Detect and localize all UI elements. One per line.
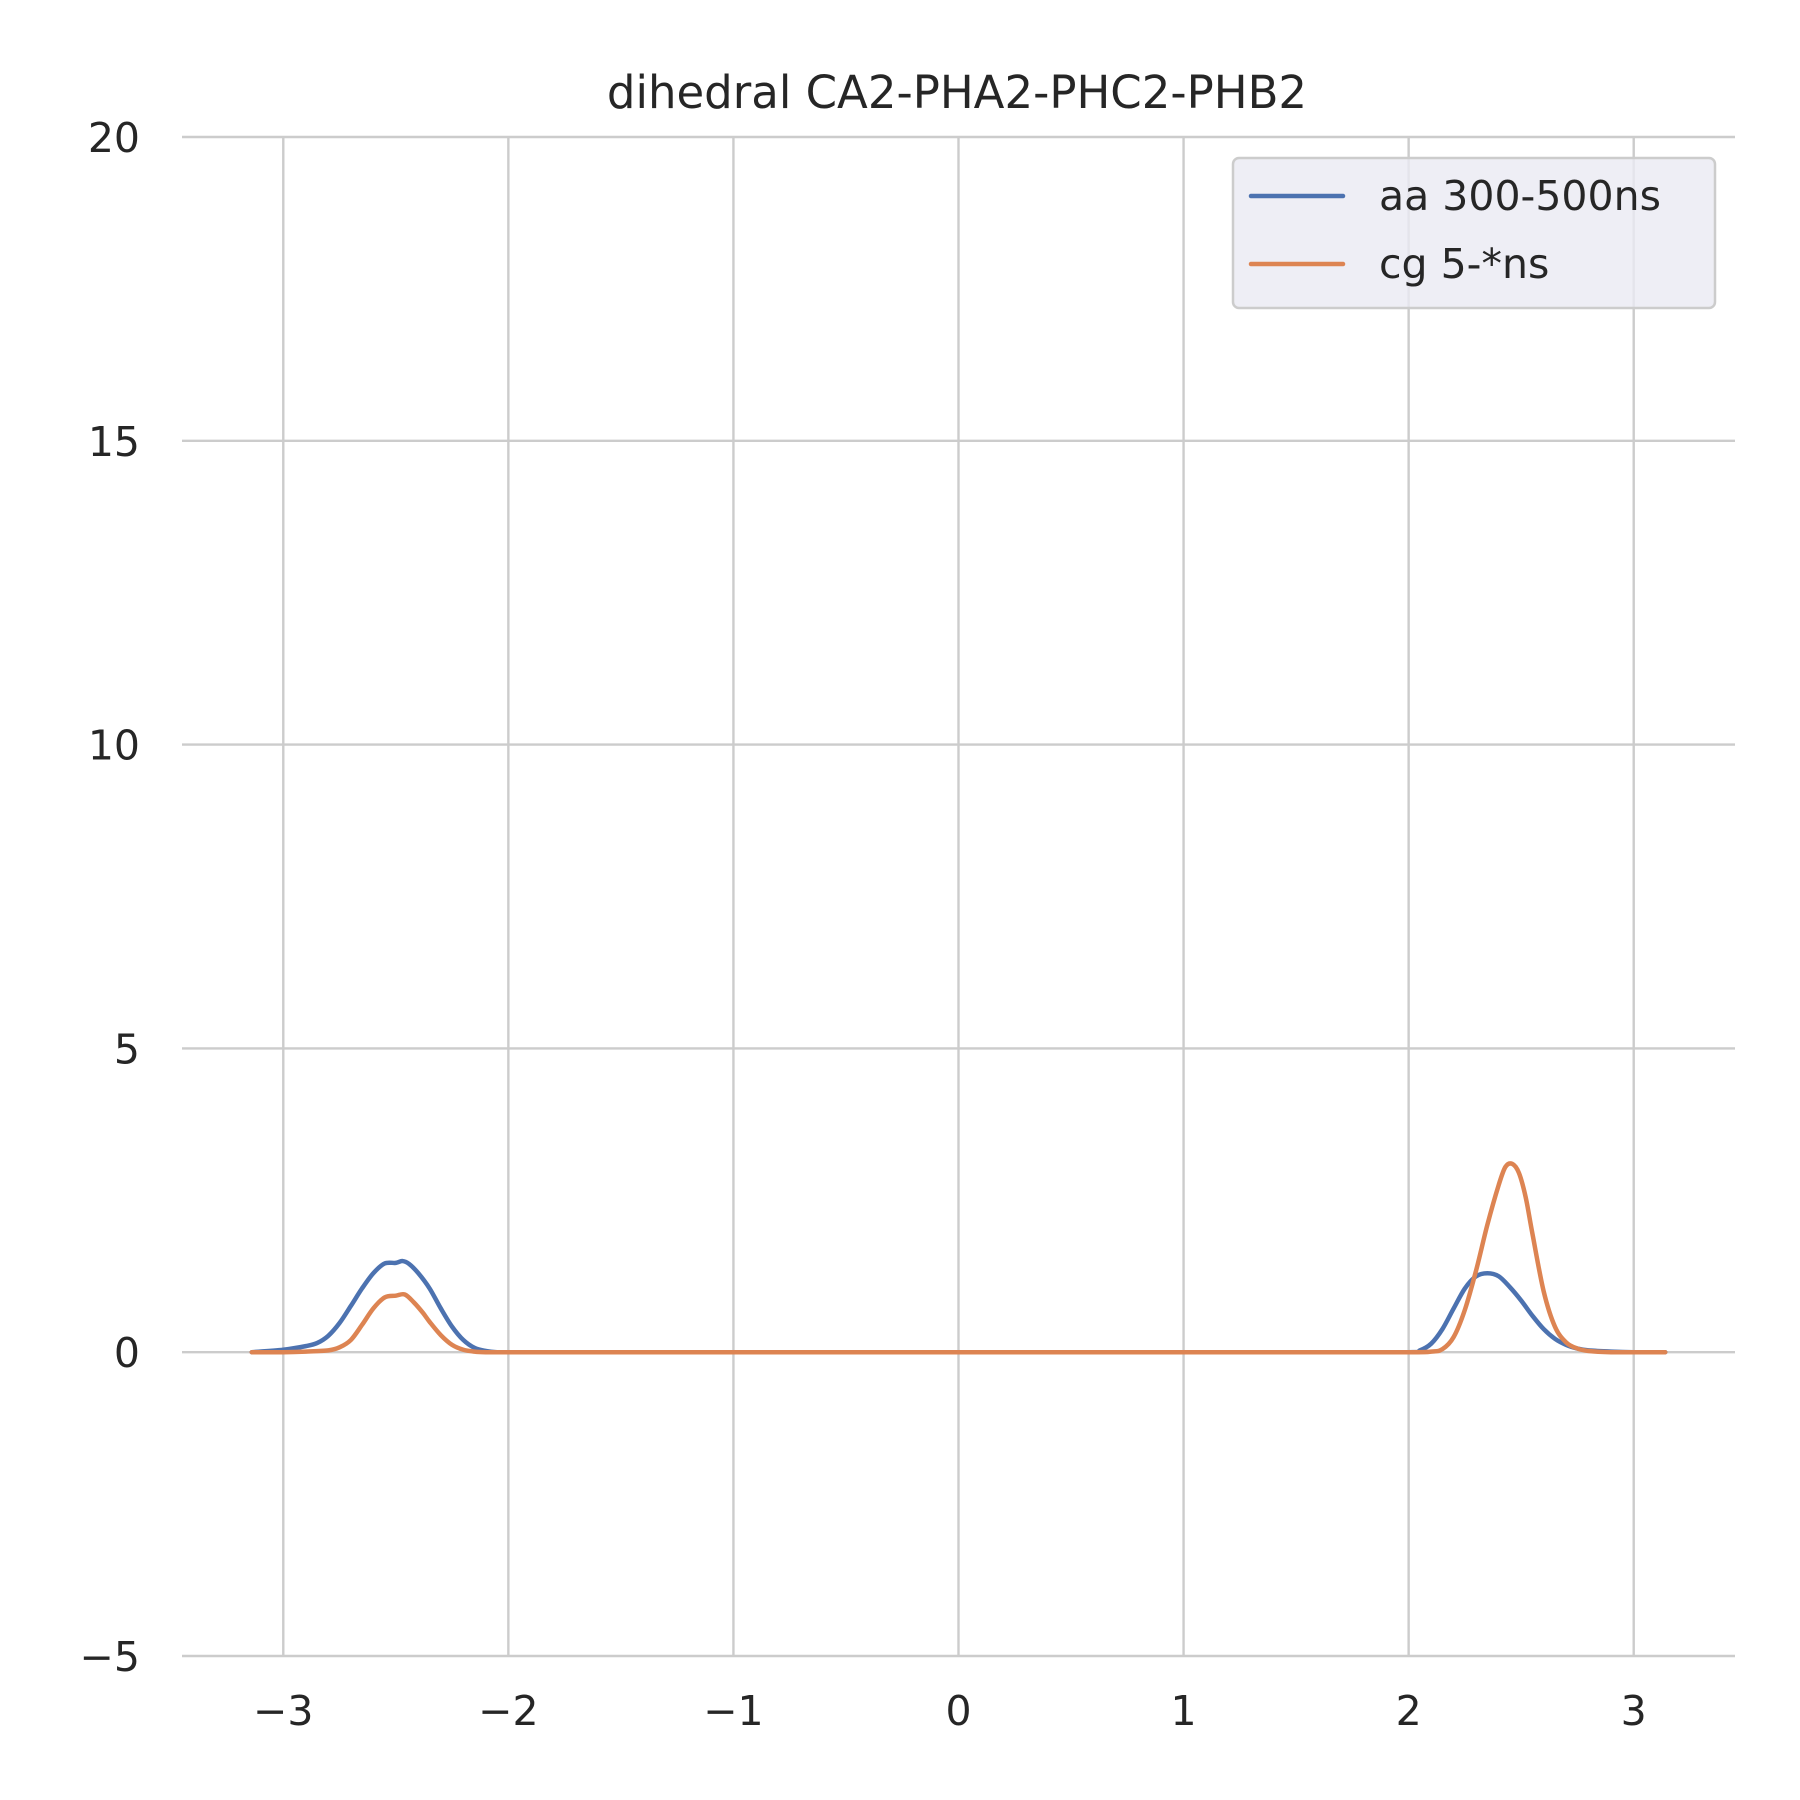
y-tick-label: 10 xyxy=(88,722,140,770)
y-tick-label: 20 xyxy=(88,114,140,162)
x-tick-label: −1 xyxy=(703,1687,763,1735)
legend-label: cg 5-*ns xyxy=(1379,240,1549,288)
x-tick-label: −3 xyxy=(253,1687,313,1735)
x-tick-label: 3 xyxy=(1621,1687,1647,1735)
x-tick-label: 1 xyxy=(1171,1687,1197,1735)
grid xyxy=(182,135,1735,1658)
x-tick-label: 2 xyxy=(1396,1687,1422,1735)
x-tick-label: 0 xyxy=(945,1687,971,1735)
chart-title: dihedral CA2-PHA2-PHC2-PHB2 xyxy=(607,66,1307,119)
legend-box xyxy=(1231,156,1717,310)
x-tick-label: −2 xyxy=(478,1687,538,1735)
y-tick-label: −5 xyxy=(80,1633,140,1681)
y-tick-label: 15 xyxy=(88,418,140,466)
legend: aa 300-500ns cg 5-*ns xyxy=(1231,156,1717,310)
series-line-cg xyxy=(249,1161,1668,1355)
tick-labels: −3 −2 −1 0 1 2 3 −5 0 5 10 15 20 xyxy=(80,114,1647,1735)
y-tick-label: 5 xyxy=(114,1025,140,1073)
series-lines xyxy=(249,1161,1668,1355)
y-tick-label: 0 xyxy=(114,1329,140,1377)
legend-label: aa 300-500ns xyxy=(1379,172,1661,220)
